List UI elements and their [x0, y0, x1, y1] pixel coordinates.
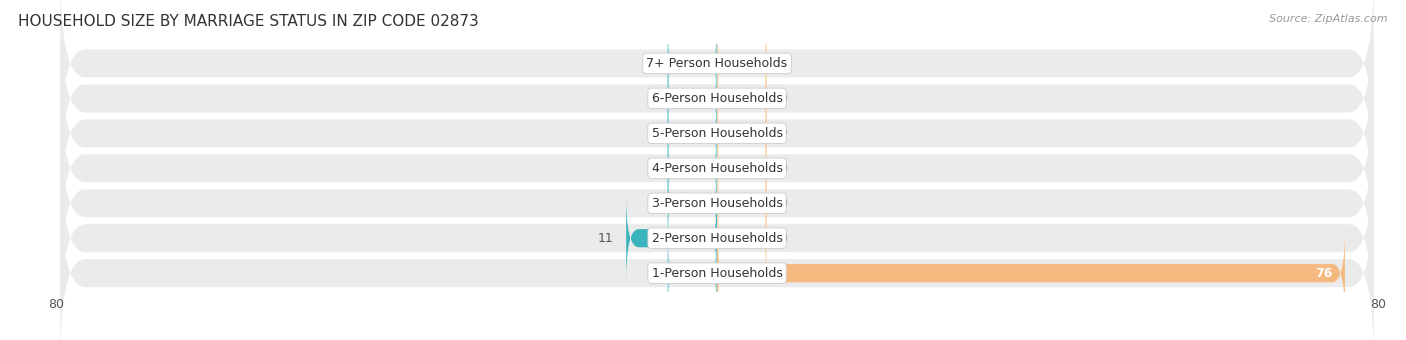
FancyBboxPatch shape — [717, 195, 766, 282]
Text: 0: 0 — [647, 92, 655, 105]
Text: 76: 76 — [1315, 267, 1333, 280]
Text: 0: 0 — [779, 57, 787, 70]
Text: 0: 0 — [647, 197, 655, 210]
FancyBboxPatch shape — [60, 0, 1374, 154]
Text: 0: 0 — [779, 197, 787, 210]
Text: 0: 0 — [647, 267, 655, 280]
Text: 4-Person Households: 4-Person Households — [651, 162, 783, 175]
FancyBboxPatch shape — [668, 55, 717, 142]
Text: 6-Person Households: 6-Person Households — [651, 92, 783, 105]
Text: 3-Person Households: 3-Person Households — [651, 197, 783, 210]
FancyBboxPatch shape — [717, 160, 766, 246]
FancyBboxPatch shape — [717, 90, 766, 177]
Text: 0: 0 — [647, 57, 655, 70]
FancyBboxPatch shape — [668, 125, 717, 211]
FancyBboxPatch shape — [668, 160, 717, 246]
Text: Source: ZipAtlas.com: Source: ZipAtlas.com — [1270, 14, 1388, 23]
Text: 7+ Person Households: 7+ Person Households — [647, 57, 787, 70]
FancyBboxPatch shape — [60, 78, 1374, 259]
FancyBboxPatch shape — [717, 125, 766, 211]
FancyBboxPatch shape — [668, 20, 717, 107]
Text: 1-Person Households: 1-Person Households — [651, 267, 783, 280]
Text: HOUSEHOLD SIZE BY MARRIAGE STATUS IN ZIP CODE 02873: HOUSEHOLD SIZE BY MARRIAGE STATUS IN ZIP… — [18, 14, 479, 29]
Text: 0: 0 — [779, 127, 787, 140]
FancyBboxPatch shape — [60, 147, 1374, 329]
FancyBboxPatch shape — [717, 20, 766, 107]
FancyBboxPatch shape — [60, 7, 1374, 189]
FancyBboxPatch shape — [668, 230, 717, 317]
Text: 0: 0 — [779, 92, 787, 105]
FancyBboxPatch shape — [668, 90, 717, 177]
Text: 0: 0 — [647, 162, 655, 175]
Text: 0: 0 — [647, 127, 655, 140]
FancyBboxPatch shape — [626, 195, 717, 282]
Text: 2-Person Households: 2-Person Households — [651, 232, 783, 245]
FancyBboxPatch shape — [717, 55, 766, 142]
FancyBboxPatch shape — [60, 112, 1374, 294]
Text: 0: 0 — [779, 162, 787, 175]
FancyBboxPatch shape — [60, 182, 1374, 340]
FancyBboxPatch shape — [717, 230, 1344, 317]
Text: 11: 11 — [598, 232, 614, 245]
FancyBboxPatch shape — [60, 42, 1374, 224]
Text: 5-Person Households: 5-Person Households — [651, 127, 783, 140]
Text: 0: 0 — [779, 232, 787, 245]
